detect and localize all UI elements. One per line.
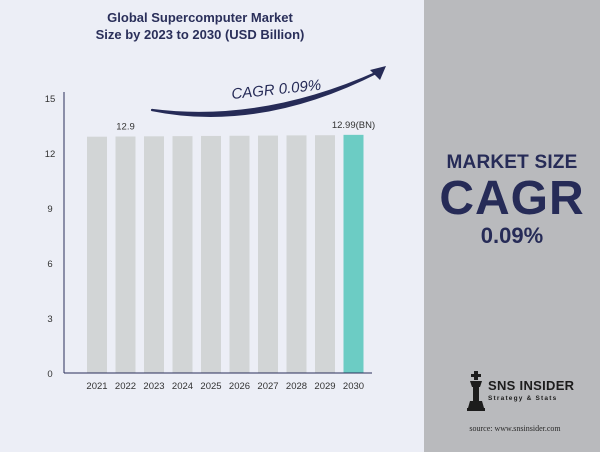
source-note: source: www.snsinsider.com xyxy=(469,424,561,433)
data-labels-group: 12.9 12.99(BN) xyxy=(116,120,375,133)
sns-insider-logo: SNS INSIDER Strategy & Stats xyxy=(466,371,576,411)
x-ticks-group: 2021 2022 2023 2024 2025 2026 2027 2028 2029 2030 xyxy=(86,381,364,392)
y-tick-0: 0 xyxy=(47,369,52,380)
bar-2030 xyxy=(343,134,364,373)
y-tick-12: 12 xyxy=(45,149,56,160)
bars-group xyxy=(87,134,364,373)
chart-title-line-1: Global Supercomputer Market xyxy=(107,10,293,25)
x-tick-2030: 2030 xyxy=(343,381,364,392)
summary-panel xyxy=(424,0,600,452)
chess-king-icon xyxy=(467,371,485,411)
y-tick-9: 9 xyxy=(47,204,52,215)
x-tick-2028: 2028 xyxy=(286,381,307,392)
x-tick-2025: 2025 xyxy=(200,381,221,392)
logo-tagline: Strategy & Stats xyxy=(488,395,558,402)
chart-title: Global Supercomputer Market Size by 2023… xyxy=(70,9,330,43)
chart-title-line-2: Size by 2023 to 2030 (USD Billion) xyxy=(95,27,305,42)
market-size-heading: MARKET SIZE xyxy=(446,152,578,173)
x-tick-2024: 2024 xyxy=(172,381,193,392)
x-tick-2023: 2023 xyxy=(143,381,164,392)
x-tick-2027: 2027 xyxy=(257,381,278,392)
x-tick-2026: 2026 xyxy=(229,381,250,392)
cagr-big-label: CAGR xyxy=(439,172,585,225)
data-label-2030: 12.99(BN) xyxy=(332,120,375,131)
y-tick-6: 6 xyxy=(47,259,52,270)
bar-2029 xyxy=(315,135,335,373)
cagr-summary: MARKET SIZE CAGR 0.09% xyxy=(424,152,600,248)
y-tick-3: 3 xyxy=(47,314,52,325)
data-label-2022: 12.9 xyxy=(116,122,135,133)
bar-2021 xyxy=(87,136,107,373)
bar-2022 xyxy=(115,136,136,373)
bar-2027 xyxy=(258,135,278,373)
bar-2025 xyxy=(201,135,221,373)
bar-2026 xyxy=(229,135,250,373)
x-tick-2029: 2029 xyxy=(314,381,335,392)
logo-name: SNS INSIDER xyxy=(488,378,575,393)
y-ticks-group: 0 3 6 9 12 15 xyxy=(45,94,56,380)
cagr-arrowhead-icon xyxy=(370,66,386,80)
x-tick-2022: 2022 xyxy=(115,381,136,392)
bar-2028 xyxy=(286,135,307,373)
bar-2024 xyxy=(172,136,193,373)
y-tick-15: 15 xyxy=(45,94,56,105)
x-tick-2021: 2021 xyxy=(86,381,107,392)
bar-2023 xyxy=(144,136,164,373)
cagr-value: 0.09% xyxy=(480,223,544,248)
